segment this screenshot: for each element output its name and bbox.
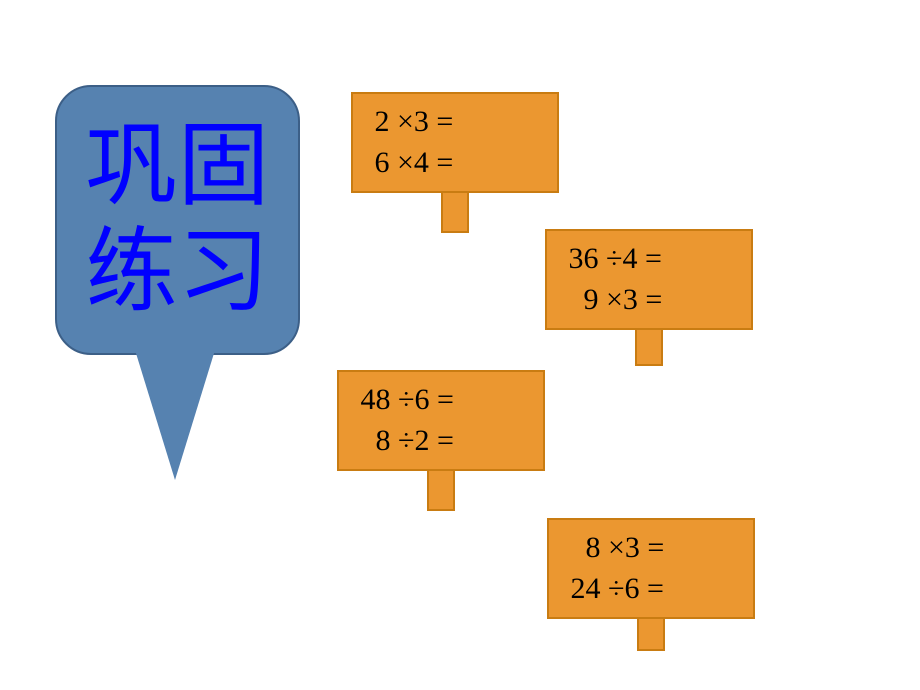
sign-post [637,619,665,651]
math-sign-3: 48 ÷6 = 8 ÷2 = [337,370,545,511]
sign-board: 36 ÷4 = 9 ×3 = [545,229,753,330]
equation-line-2: 9 ×3 = [561,280,737,321]
callout-tail [135,350,215,480]
equation-line-2: 8 ÷2 = [353,421,529,462]
math-sign-2: 36 ÷4 = 9 ×3 = [545,229,753,366]
sign-post [427,471,455,511]
sign-board: 2 ×3 = 6 ×4 = [351,92,559,193]
equation-line-1: 8 ×3 = [563,528,739,569]
sign-post [441,193,469,233]
callout-title: 巩固 练习 [85,114,269,326]
sign-post [635,330,663,366]
equation-line-2: 24 ÷6 = [563,569,739,610]
equation-line-1: 36 ÷4 = [561,239,737,280]
math-sign-4: 8 ×3 = 24 ÷6 = [547,518,755,651]
math-sign-1: 2 ×3 = 6 ×4 = [351,92,559,233]
equation-line-1: 48 ÷6 = [353,380,529,421]
sign-board: 48 ÷6 = 8 ÷2 = [337,370,545,471]
sign-board: 8 ×3 = 24 ÷6 = [547,518,755,619]
equation-line-2: 6 ×4 = [367,143,543,184]
equation-line-1: 2 ×3 = [367,102,543,143]
callout-body: 巩固 练习 [55,85,300,355]
callout-bubble: 巩固 练习 [55,85,300,355]
